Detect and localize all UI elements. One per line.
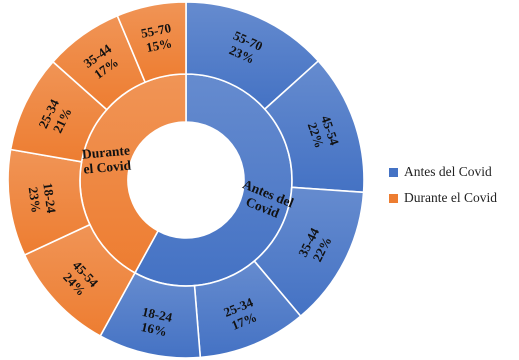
legend: Antes del Covid Durante el Covid — [389, 162, 517, 214]
outer-label-durante-25-34: 25-3421% — [35, 96, 75, 137]
outer-segment-durante-55-70 — [116, 1, 187, 84]
outer-label-durante-18-24: 18-2423% — [25, 182, 59, 216]
segments-layer — [7, 1, 365, 359]
outer-label-antes-18-24: 18-2416% — [138, 304, 174, 340]
legend-swatch-durante — [389, 193, 398, 203]
legend-item-antes: Antes del Covid — [389, 162, 517, 182]
legend-swatch-antes — [389, 167, 398, 177]
inner-label-durante: Duranteel Covid — [81, 143, 132, 177]
outer-label-antes-55-70: 55-7023% — [225, 28, 265, 68]
legend-item-durante: Durante el Covid — [389, 188, 517, 208]
legend-label-durante: Durante el Covid — [404, 190, 497, 205]
outer-label-durante-55-70: 55-7015% — [140, 20, 176, 55]
legend-label-antes: Antes del Covid — [404, 164, 492, 179]
